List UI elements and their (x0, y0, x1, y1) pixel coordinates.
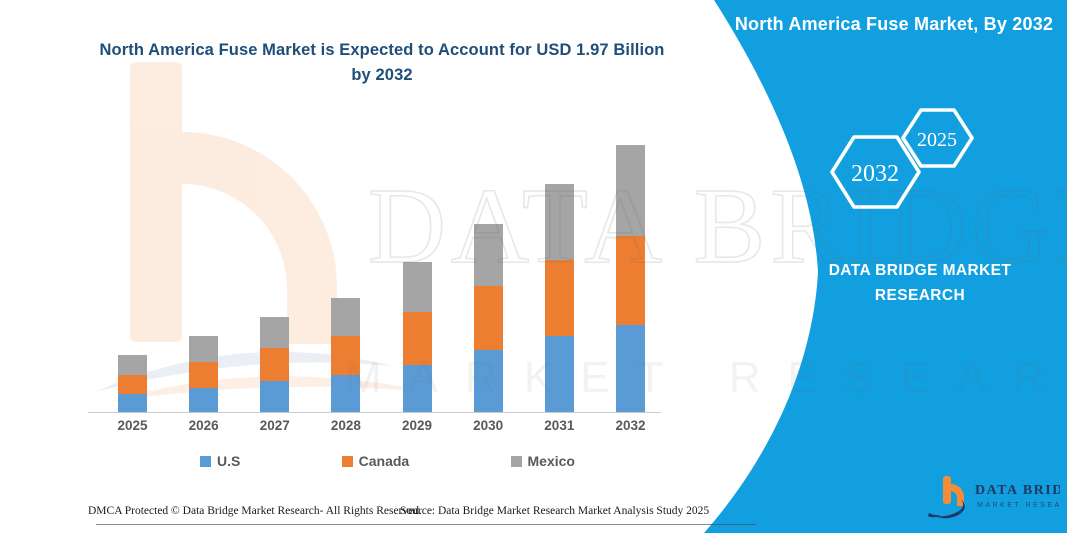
plot-area: 2025 2026 2027 2028 2029 2030 2031 2032 (88, 140, 661, 433)
bar-segment-mexico-2028 (331, 298, 361, 337)
bar-segment-mexico-2025 (118, 355, 147, 376)
x-axis-label-2032: 2032 (615, 418, 646, 433)
footer-rule (96, 524, 756, 525)
bar-segment-canada-2030 (473, 285, 503, 350)
legend-item-canada: Canada (341, 453, 410, 469)
legend-swatch-mexico (510, 455, 522, 467)
x-axis-label-2026: 2026 (188, 418, 219, 433)
stacked-bar-2032 (615, 145, 645, 412)
hexagon-2032-label: 2032 (851, 161, 899, 187)
legend-item-mexico: Mexico (510, 453, 575, 469)
bar-segment-canada-2028 (331, 336, 361, 376)
bar-segment-mexico-2026 (189, 336, 219, 362)
panel-heading: North America Fuse Market, By 2032 (734, 14, 1054, 34)
bar-segment-canada-2027 (260, 348, 290, 381)
bar-segment-mexico-2031 (544, 184, 574, 261)
databridge-logo: DATA BRIDGE MARKET RESEARCH (928, 476, 1060, 519)
databridge-logo-name: DATA BRIDGE (975, 483, 1060, 498)
bar-segment-us-2031 (544, 336, 574, 412)
bar-segment-us-2028 (331, 375, 361, 412)
bar-segment-mexico-2032 (615, 145, 645, 236)
chart-title: North America Fuse Market is Expected to… (99, 41, 665, 84)
panel-brand-text: DATA BRIDGE MARKET RESEARCH (828, 262, 1012, 304)
stacked-bar-2028 (331, 298, 361, 412)
x-axis-line (88, 412, 661, 413)
bar-segment-canada-2032 (615, 235, 645, 326)
bar-segment-canada-2025 (118, 375, 147, 395)
x-axis-label-2031: 2031 (544, 418, 575, 433)
bar-segment-us-2032 (615, 325, 645, 412)
databridge-logo-subtitle: MARKET RESEARCH (977, 502, 1060, 509)
bar-segment-us-2030 (473, 349, 503, 412)
bar-segment-canada-2031 (544, 260, 574, 337)
hexagon-2025-label: 2025 (917, 129, 957, 151)
bar-segment-us-2029 (402, 364, 432, 412)
bar-segment-mexico-2030 (473, 223, 503, 286)
footer-source-text: Source: Data Bridge Market Research Mark… (400, 505, 710, 517)
footer-dmca-text: DMCA Protected © Data Bridge Market Rese… (88, 505, 422, 517)
stacked-bar-2027 (260, 317, 290, 412)
hexagon-2032: 2032 (830, 135, 921, 209)
legend-swatch-canada (341, 455, 353, 467)
x-axis-label-2030: 2030 (473, 418, 504, 433)
bar-segment-us-2025 (118, 394, 147, 412)
bar-segment-canada-2029 (402, 311, 432, 365)
legend-label-us: U.S (217, 453, 241, 469)
bar-segment-mexico-2027 (260, 317, 290, 349)
stacked-bar-2030 (473, 223, 503, 412)
legend-label-canada: Canada (358, 453, 410, 469)
hexagon-2025: 2025 (901, 108, 974, 168)
bar-segment-us-2027 (260, 380, 290, 412)
stacked-bar-2025 (118, 355, 147, 412)
x-axis-label-2025: 2025 (117, 418, 148, 433)
stacked-bar-2029 (402, 261, 432, 412)
legend-swatch-us (200, 455, 211, 467)
legend-label-mexico: Mexico (527, 453, 575, 469)
databridge-logo-mark (928, 476, 965, 519)
stacked-bar-2031 (544, 184, 574, 412)
bar-segment-us-2026 (189, 387, 219, 412)
bar-segment-mexico-2029 (402, 261, 432, 312)
x-axis-label-2029: 2029 (402, 418, 433, 433)
x-axis-label-2028: 2028 (330, 418, 361, 433)
x-axis-label-2027: 2027 (259, 418, 290, 433)
legend-item-us: U.S (200, 453, 240, 469)
bar-segment-canada-2026 (189, 361, 219, 388)
chart-legend: U.S Canada Mexico (200, 453, 575, 469)
stacked-bar-2026 (189, 336, 219, 412)
